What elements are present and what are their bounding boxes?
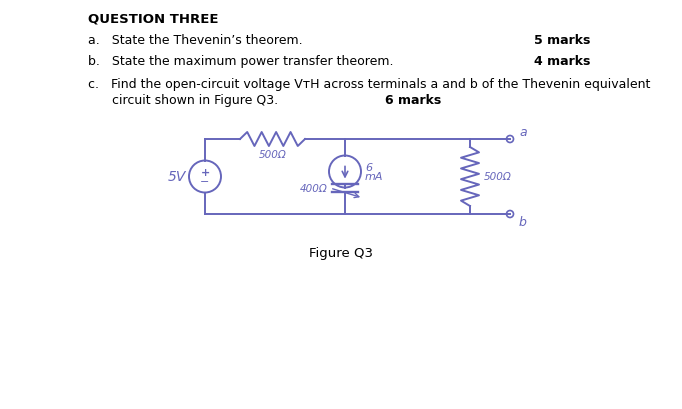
Text: 5 marks: 5 marks	[533, 34, 590, 47]
Text: a.   State the Thevenin’s theorem.: a. State the Thevenin’s theorem.	[88, 34, 303, 47]
Text: a: a	[519, 125, 527, 138]
Text: b.   State the maximum power transfer theorem.: b. State the maximum power transfer theo…	[88, 55, 394, 68]
Text: b: b	[519, 216, 527, 229]
Text: QUESTION THREE: QUESTION THREE	[88, 12, 218, 25]
Text: 4 marks: 4 marks	[533, 55, 590, 68]
Text: 400Ω: 400Ω	[300, 184, 328, 193]
Text: +: +	[201, 168, 209, 178]
Text: 5V: 5V	[168, 170, 186, 184]
Text: 500Ω: 500Ω	[484, 172, 512, 182]
Text: −: −	[201, 177, 209, 187]
Text: c.   Find the open-circuit voltage VᴛH across terminals a and b of the Thevenin : c. Find the open-circuit voltage VᴛH acr…	[88, 78, 651, 91]
Text: 6 marks: 6 marks	[385, 94, 441, 107]
Text: 6: 6	[365, 163, 372, 173]
Text: Figure Q3: Figure Q3	[309, 246, 373, 259]
Text: mA: mA	[365, 172, 383, 182]
Text: circuit shown in Figure Q3.: circuit shown in Figure Q3.	[88, 94, 278, 107]
Text: 500Ω: 500Ω	[258, 150, 286, 160]
